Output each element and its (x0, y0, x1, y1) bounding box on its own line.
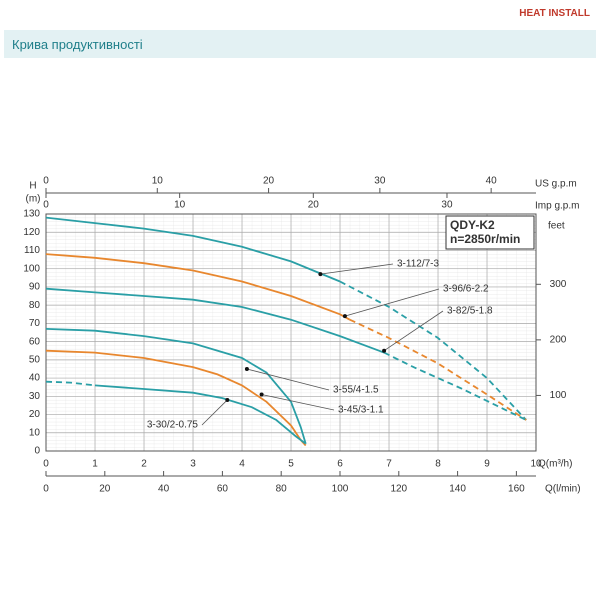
y-tick-label: 50 (29, 354, 41, 365)
leader-line (246, 368, 330, 391)
leader-line (201, 399, 228, 426)
x-axis-label: Q(m³/h) (538, 459, 572, 470)
x-tick-label: 80 (276, 484, 288, 495)
spec-title: QDY-K2 (450, 218, 495, 232)
x-tick-label: 60 (217, 484, 229, 495)
curve-marker (382, 348, 387, 353)
header-bar: Крива продуктивності (4, 30, 596, 58)
curve-extension (349, 318, 527, 421)
y-tick-label: 20 (29, 409, 41, 420)
leader-line (261, 394, 335, 411)
y-axis-label: H (29, 181, 36, 192)
x-tick-label: 6 (337, 459, 343, 470)
y-tick-label: 10 (29, 427, 41, 438)
x-tick-label: 40 (158, 484, 170, 495)
x-tick-label: 40 (486, 176, 498, 187)
curve-extension (45, 380, 96, 387)
curve (94, 384, 307, 445)
plot-frame (45, 213, 537, 452)
curve-label: 3-82/5-1.8 (447, 306, 493, 317)
y-tick-label: 70 (29, 318, 41, 329)
x-tick-label: 100 (332, 484, 349, 495)
y-axis-unit: (m) (26, 194, 41, 205)
curve-marker (342, 314, 347, 319)
x-tick-label: 5 (288, 459, 294, 470)
x-tick-label: 4 (239, 459, 245, 470)
x-tick-label: 20 (308, 200, 320, 211)
x-tick-label: 0 (43, 484, 49, 495)
x-tick-label: 0 (43, 200, 49, 211)
y-tick-label: 40 (29, 373, 41, 384)
x-tick-label: 7 (386, 459, 392, 470)
curve-marker (318, 272, 323, 277)
y-tick-label: 90 (29, 282, 41, 293)
x-tick-label: 160 (508, 484, 525, 495)
y2-tick-label: 200 (550, 335, 567, 346)
x-tick-label: 20 (99, 484, 111, 495)
logo: HEAT INSTALL (519, 8, 590, 19)
y2-axis-label: feet (548, 221, 565, 232)
x-tick-label: 1 (92, 459, 98, 470)
curve (45, 216, 341, 283)
leader-line (320, 263, 394, 275)
leader-line (383, 310, 444, 352)
y-tick-label: 80 (29, 300, 41, 311)
x-tick-label: 2 (141, 459, 147, 470)
curve-label: 3-55/4-1.5 (333, 385, 379, 396)
curve-label: 3-45/3-1.1 (338, 405, 384, 416)
curve-label: 3-96/6-2.2 (443, 284, 489, 295)
curve (45, 328, 307, 444)
x-tick-label: 20 (263, 176, 275, 187)
curve-extension (383, 351, 527, 421)
x-axis-label: Imp g.p.m (535, 201, 579, 212)
y-tick-label: 30 (29, 391, 41, 402)
spec-box (445, 215, 535, 250)
y-tick-label: 100 (23, 263, 40, 274)
x-tick-label: 10 (152, 176, 164, 187)
x-tick-label: 3 (190, 459, 196, 470)
x-tick-label: 10 (174, 200, 186, 211)
y-tick-label: 130 (23, 209, 40, 220)
y2-tick-label: 300 (550, 279, 567, 290)
curve (45, 349, 307, 447)
curve-label: 3-30/2-0.75 (147, 420, 199, 431)
x-tick-label: 9 (484, 459, 490, 470)
header-title: Крива продуктивності (12, 37, 143, 52)
y-tick-label: 0 (34, 446, 40, 457)
x-tick-label: 30 (441, 200, 453, 211)
x-tick-label: 140 (449, 484, 466, 495)
y-tick-label: 60 (29, 336, 41, 347)
x-tick-label: 10 (530, 459, 542, 470)
y-tick-label: 110 (24, 245, 40, 256)
x-tick-label: 0 (43, 459, 49, 470)
curve-marker (259, 392, 264, 397)
x-tick-label: 120 (390, 484, 407, 495)
y2-tick-label: 100 (550, 390, 567, 401)
leader-line (344, 288, 440, 317)
curve-extension (339, 280, 527, 421)
spec-subtitle: n=2850r/min (450, 232, 520, 246)
curve-marker (225, 397, 230, 402)
x-axis-label: Q(l/min) (545, 484, 581, 495)
curve (45, 287, 385, 354)
curve-marker (244, 366, 249, 371)
x-tick-label: 30 (374, 176, 386, 187)
curve (45, 253, 351, 321)
x-axis-label: US g.p.m (535, 179, 577, 190)
y-tick-label: 120 (23, 227, 40, 238)
x-tick-label: 0 (43, 176, 49, 187)
x-tick-label: 8 (435, 459, 441, 470)
curve-label: 3-112/7-3 (397, 259, 440, 270)
